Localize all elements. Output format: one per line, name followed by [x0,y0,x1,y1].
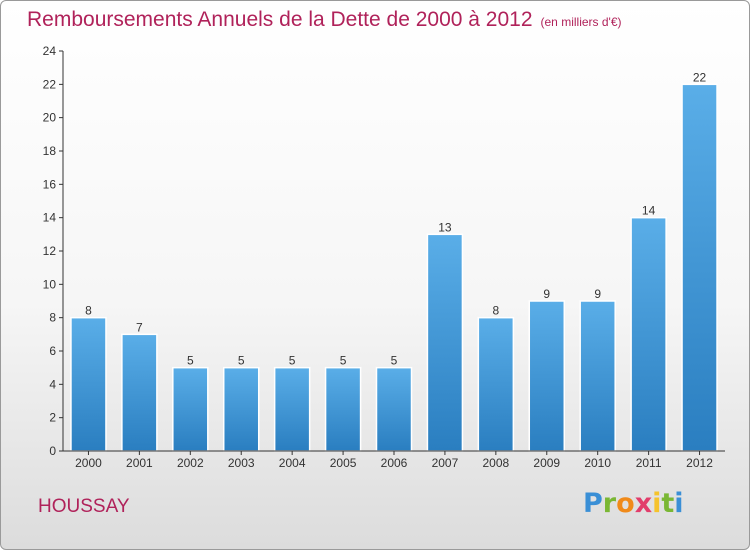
bar-value-label: 9 [543,287,550,301]
x-tick-label: 2004 [279,456,306,470]
proxiti-logo: Proxiti [583,488,684,519]
chart-title: Remboursements Annuels de la Dette de 20… [27,8,622,32]
x-tick-label: 2011 [636,456,662,470]
bar [630,216,667,452]
bar-value-label: 5 [340,354,347,368]
logo-letter: r [602,488,617,519]
x-tick-label: 2005 [330,456,357,470]
y-tick-label: 14 [43,211,57,225]
bar-value-label: 5 [238,354,245,368]
x-tick-label: 2000 [75,456,102,470]
y-tick-label: 8 [49,311,56,325]
bar [579,300,616,452]
x-tick-label: 2002 [177,456,204,470]
y-tick-label: 16 [43,177,57,191]
x-tick-label: 2008 [482,456,509,470]
x-tick-label: 2010 [584,456,611,470]
bar [121,333,158,452]
bar [477,316,515,452]
x-tick-label: 2001 [126,456,153,470]
logo-letter: o [616,488,635,519]
x-tick-label: 2009 [533,456,560,470]
x-tick-label: 2007 [432,456,459,470]
y-tick-label: 2 [49,411,56,425]
y-tick-label: 20 [43,111,57,125]
bar-value-label: 5 [187,354,194,368]
bar-value-label: 5 [289,354,296,368]
x-tick-label: 2006 [381,456,408,470]
bar [172,366,209,452]
bar-value-label: 14 [642,204,656,218]
bar [222,366,260,452]
bar-value-label: 5 [391,354,398,368]
commune-name: HOUSSAY [38,496,130,517]
bar-value-label: 13 [438,220,452,234]
bar [273,366,311,452]
bar [70,316,107,452]
logo-letter: i [652,488,662,519]
chart-subtitle: (en milliers d'€) [540,15,622,29]
y-tick-label: 22 [43,77,57,91]
logo-letter: i [674,488,684,519]
bar [324,366,362,452]
y-tick-label: 6 [49,344,56,358]
bar-value-label: 8 [493,304,500,318]
bar [426,233,464,452]
logo-letter: x [634,488,653,519]
y-tick-label: 18 [43,144,57,158]
y-tick-label: 10 [43,277,57,291]
bar-value-label: 22 [693,70,707,84]
bar-value-label: 8 [85,304,92,318]
bar [375,366,413,452]
chart-title-text: Remboursements Annuels de la Dette de 20… [27,8,533,31]
y-tick-label: 12 [43,244,57,258]
logo-letter: t [661,488,675,519]
bar-value-label: 7 [136,320,143,334]
y-tick-label: 4 [49,377,56,391]
bar [681,83,718,452]
logo-letter: P [583,488,603,519]
x-tick-label: 2003 [228,456,255,470]
x-tick-label: 2012 [686,456,713,470]
y-tick-label: 0 [49,444,56,458]
bar [528,300,566,452]
bar-value-label: 9 [594,287,601,301]
y-tick-label: 24 [43,44,57,58]
